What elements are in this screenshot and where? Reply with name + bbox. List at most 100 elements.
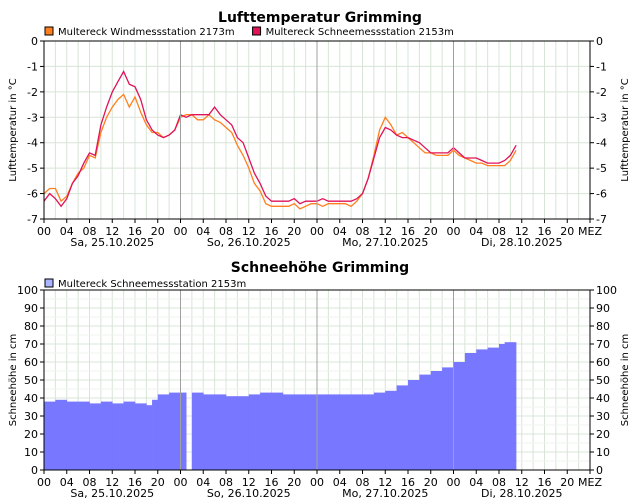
y-tick-label: 70 [596,338,610,351]
x-tick-label: 12 [242,225,256,238]
snow-depth-bar [100,401,113,470]
x-tick-label: 08 [492,476,506,489]
x-tick-label: 08 [83,476,97,489]
snow-depth-bar [442,367,454,470]
snow-depth-bar [499,344,505,470]
x-tick-label: 16 [538,476,552,489]
y-tick-label: -6 [27,188,38,201]
y-tick-label: 80 [24,320,38,333]
x-tick-label: 04 [60,476,74,489]
snow-depth-bar [203,394,215,470]
x-tick-label: 20 [560,476,574,489]
x-tick-label: 12 [105,225,119,238]
x-tick-label: 08 [492,225,506,238]
x-tick-label: 12 [242,476,256,489]
legend-swatch [252,26,262,36]
snow-depth-bar [55,399,68,470]
day-label: So, 26.10.2025 [207,236,291,249]
y-tick-label: 0 [596,464,603,477]
y-tick-label: 30 [596,410,610,423]
snow-depth-bar [351,394,363,470]
snow-depth-bar [305,394,318,470]
snow-depth-bar [504,342,511,470]
snow-depth-bar [396,385,409,470]
snow-depth-bar [510,342,517,470]
x-tick-label: 20 [424,476,438,489]
y-tick-label: 20 [596,428,610,441]
y-axis-label-right: Schneehöhe in cm [620,334,631,427]
x-tick-label: MEZ [578,476,602,489]
x-tick-label: 04 [60,225,74,238]
y-tick-label: -5 [596,162,607,175]
x-tick-label: 20 [287,225,301,238]
x-tick-label: 12 [515,225,529,238]
snow-depth-bar [453,362,466,470]
x-tick-label: 20 [287,476,301,489]
y-tick-label: 0 [596,35,603,48]
day-label: Di, 28.10.2025 [481,487,563,500]
y-tick-label: 80 [596,320,610,333]
y-tick-label: 90 [24,302,38,315]
y-tick-label: -3 [27,111,38,124]
y-tick-label: 100 [596,284,617,297]
y-tick-label: 0 [31,464,38,477]
snow-depth-bar [89,403,102,470]
legend-swatch [44,278,54,288]
y-tick-label: 60 [596,356,610,369]
y-tick-label: -1 [27,60,38,73]
snow-depth-bar [78,401,90,470]
day-label: Mo, 27.10.2025 [342,236,428,249]
y-tick-label: -3 [596,111,607,124]
snow-depth-bar [226,396,238,470]
y-tick-label: 0 [31,35,38,48]
y-tick-label: 50 [24,374,38,387]
y-axis-label: Schneehöhe in cm [8,334,19,427]
snow-depth-bar [282,394,295,470]
x-tick-label: 08 [219,225,233,238]
snow-depth-bar [408,380,420,470]
snow-depth-bar [317,394,329,470]
x-tick-label: 00 [447,225,461,238]
legend-swatch [44,26,54,36]
y-tick-label: 100 [17,284,38,297]
snow-depth-bar [294,394,306,470]
snow-depth-bar [157,394,170,470]
snow-depth-bar [123,401,136,470]
x-tick-label: 04 [333,476,347,489]
x-tick-label: 20 [560,225,574,238]
day-label: Mo, 27.10.2025 [342,487,428,500]
snow-depth-bar [339,394,352,470]
snow-depth-chart: Schneehöhe Grimming Multereck Schneemesss… [8,260,631,500]
snow-depth-bar [476,349,488,470]
y-tick-label: 70 [24,338,38,351]
x-tick-label: 00 [37,225,51,238]
x-tick-label: 04 [469,476,483,489]
x-tick-label: 16 [128,225,142,238]
snow-depth-bar [191,392,198,470]
x-tick-label: 16 [265,225,279,238]
series-line [43,70,517,208]
x-tick-label: 12 [378,225,392,238]
snow-depth-bar [135,403,147,470]
chart-title: Schneehöhe Grimming [231,260,409,276]
y-tick-label: -2 [596,86,607,99]
x-tick-label: 20 [151,476,165,489]
x-tick-label: 00 [310,476,324,489]
chart-title: Lufttemperatur Grimming [218,10,422,26]
x-tick-label: 08 [83,225,97,238]
snow-depth-bar [271,392,284,470]
legend-label: Multereck Windmessstation 2173m [58,27,235,38]
snow-depth-bar [169,392,181,470]
snow-depth-bar [197,392,204,470]
x-tick-label: 16 [401,476,415,489]
snow-depth-bar [66,401,79,470]
snow-depth-bar [373,392,386,470]
x-tick-label: 04 [333,225,347,238]
y-tick-label: 60 [24,356,38,369]
y-tick-label: 10 [596,446,610,459]
snow-depth-bar [419,374,432,470]
x-tick-label: 12 [515,476,529,489]
snow-depth-bar [146,405,153,470]
